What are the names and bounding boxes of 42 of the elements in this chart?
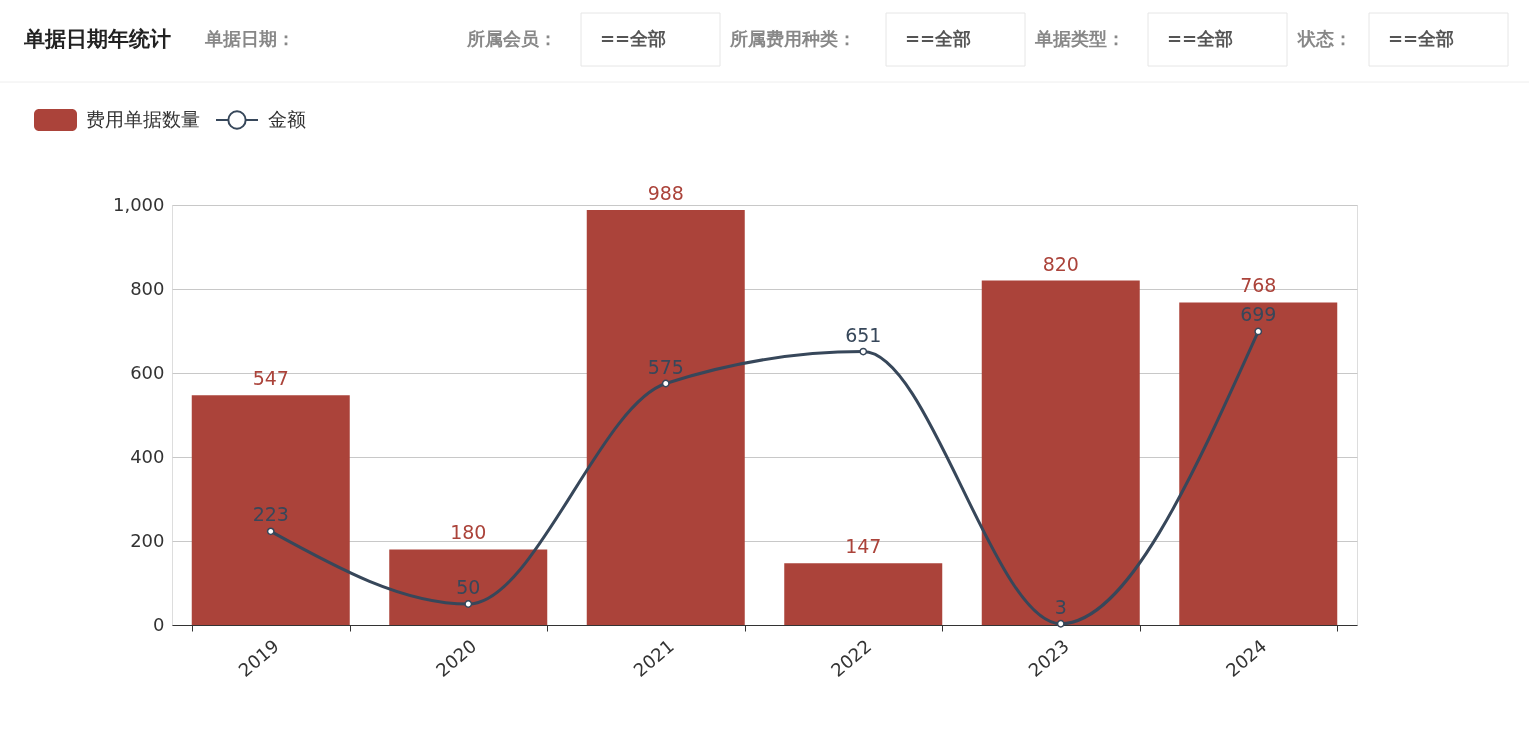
data-label: 147 — [845, 535, 882, 558]
point — [661, 379, 670, 388]
text: 状态： — [1296, 28, 1352, 49]
data-label: 50 — [456, 576, 481, 598]
data-label: 651 — [845, 323, 882, 346]
text: ==全部 — [1167, 28, 1234, 49]
data-label: 547 — [252, 367, 289, 390]
point — [859, 347, 868, 356]
bar — [389, 549, 548, 625]
text: 单据类型： — [1034, 28, 1125, 49]
data-label: 575 — [647, 355, 684, 378]
text: ==全部 — [905, 28, 972, 49]
legend-label: 金额 — [268, 108, 306, 130]
point — [464, 600, 473, 608]
legend-label: 费用单据数量 — [86, 108, 200, 130]
text: ==全部 — [1388, 28, 1455, 49]
data-label: 820 — [1042, 252, 1079, 275]
y-tick-label: 400 — [130, 445, 165, 467]
chart-title: 单据日期年统计 — [23, 27, 171, 51]
bar — [191, 395, 350, 625]
text: 所属费用种类： — [729, 28, 856, 49]
data-label: 988 — [647, 182, 684, 205]
bar — [1179, 302, 1338, 625]
text: ==全部 — [600, 28, 667, 49]
data-label: 180 — [450, 521, 487, 544]
y-tick-label: 200 — [130, 529, 165, 551]
point — [1056, 619, 1065, 628]
bar — [981, 280, 1140, 625]
data-label: 699 — [1240, 303, 1277, 326]
y-tick-label: 800 — [130, 277, 165, 299]
bar — [586, 210, 745, 625]
bar — [784, 563, 943, 625]
text: 单据日期： — [204, 28, 295, 49]
data-label: 3 — [1054, 595, 1067, 618]
text: 所属会员： — [466, 28, 557, 49]
y-tick-label: 0 — [153, 613, 165, 635]
y-tick-label: 1,000 — [112, 193, 165, 215]
y-tick-label: 600 — [130, 361, 165, 383]
point — [1254, 327, 1263, 336]
data-label: 768 — [1240, 274, 1277, 297]
data-label: 223 — [252, 503, 289, 526]
point — [266, 527, 275, 536]
